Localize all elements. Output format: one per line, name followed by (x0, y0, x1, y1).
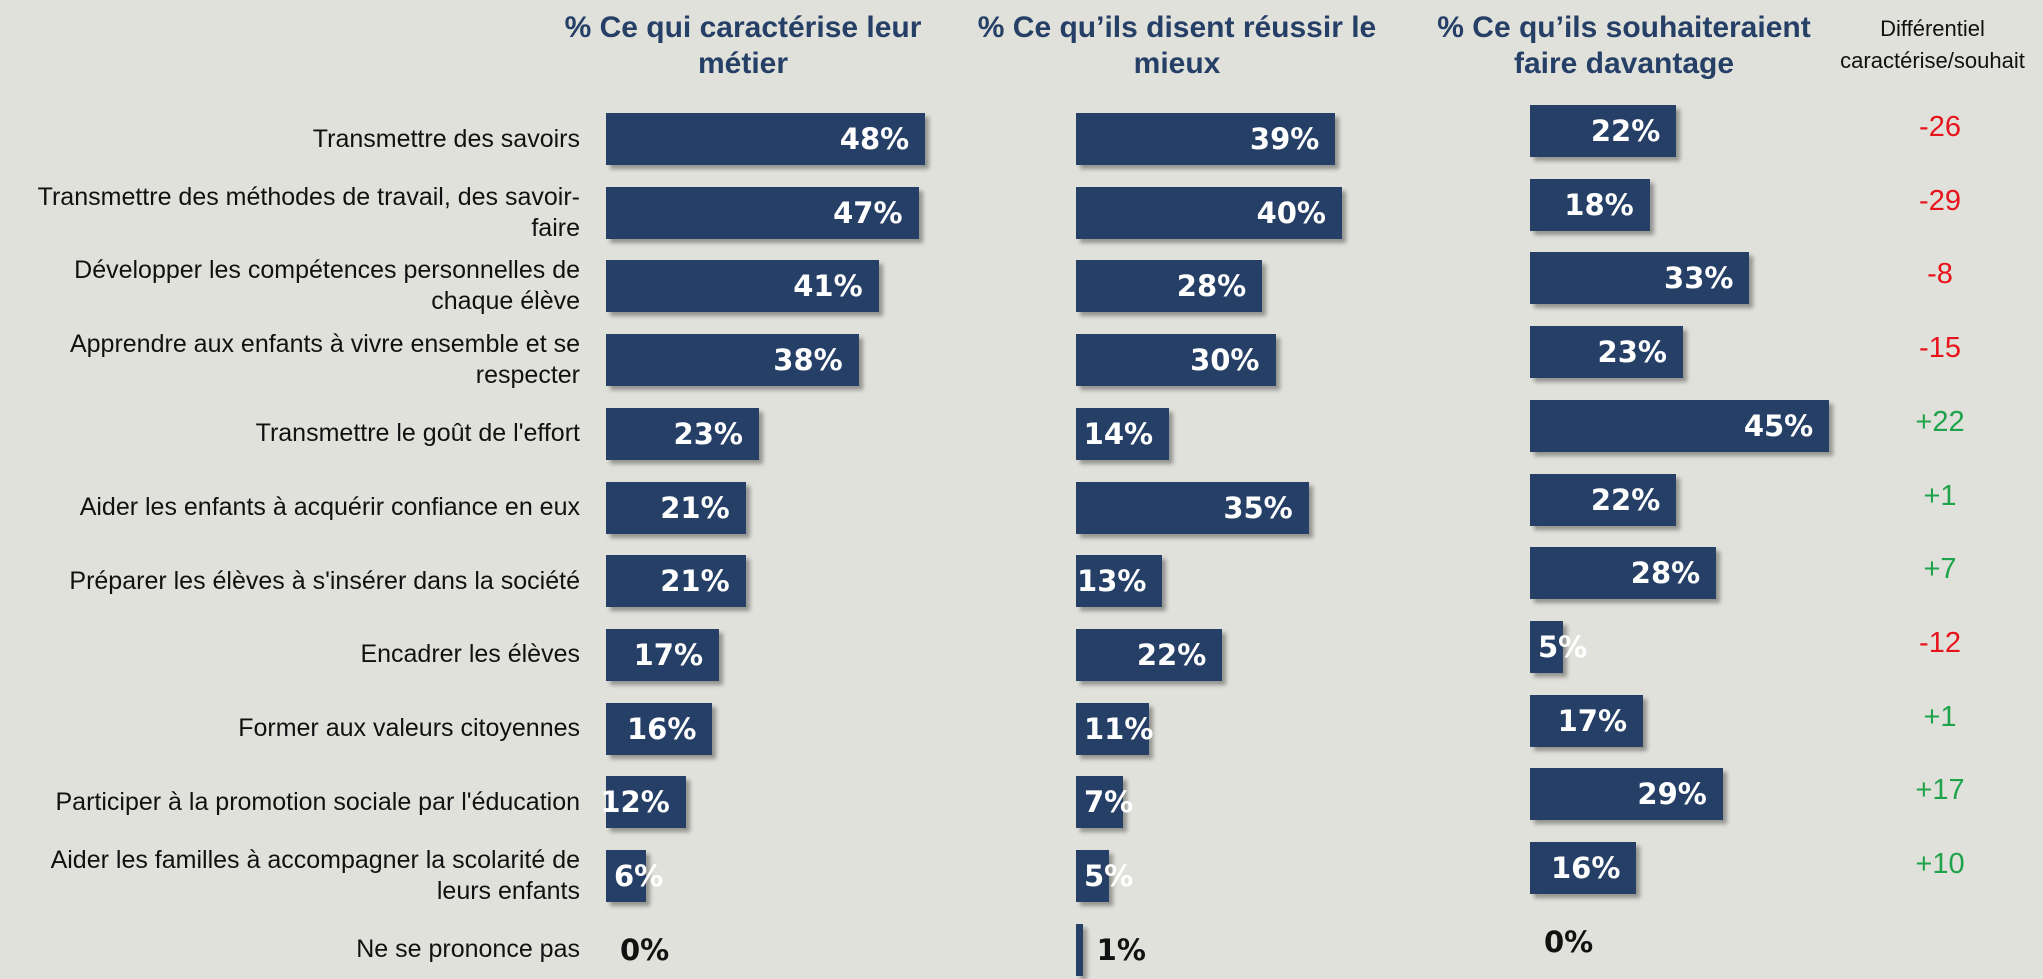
differential-title: Différentiel caractérise/souhait (1840, 16, 2025, 73)
bar (606, 850, 646, 902)
category-label: Former aux valeurs citoyennes (238, 714, 580, 743)
value-label: 0% (620, 932, 670, 967)
bar (1076, 628, 1223, 681)
bar (1076, 481, 1309, 534)
value-label: 28% (1630, 556, 1701, 591)
value-label: 11% (1084, 711, 1154, 746)
differential-value: -8 (1927, 258, 1953, 291)
bar (606, 628, 720, 681)
bar (606, 407, 759, 460)
category-label: Transmettre des savoirs (312, 124, 580, 153)
category-label: Encadrer les élèves (360, 640, 580, 669)
value-label: 12% (600, 785, 670, 820)
value-label: 29% (1637, 777, 1707, 812)
bar (1076, 923, 1083, 976)
differential-value: -29 (1919, 184, 1961, 217)
value-label: 30% (1190, 343, 1260, 378)
bar (1076, 113, 1336, 165)
panel-title: % Ce qu’ils souhaiteraient faire davanta… (1437, 11, 1811, 80)
value-label: 13% (1077, 564, 1147, 599)
category-label: Transmettre des méthodes de travail, des… (37, 182, 580, 242)
bar (1530, 473, 1677, 526)
value-label: 21% (660, 564, 730, 599)
bar (606, 776, 686, 829)
bar (1530, 399, 1830, 452)
bar (1076, 776, 1123, 829)
value-label: 0% (1544, 924, 1594, 959)
bar (1076, 186, 1342, 239)
value-label: 5% (1084, 859, 1134, 893)
value-label: 33% (1664, 261, 1734, 296)
value-label: 48% (839, 122, 910, 156)
bar (1530, 620, 1564, 673)
value-label: 16% (1550, 851, 1621, 885)
bar (1076, 407, 1170, 460)
bar (606, 481, 746, 534)
differential-value: -15 (1919, 332, 1961, 365)
value-label: 5% (1538, 629, 1588, 664)
value-label: 6% (614, 859, 664, 893)
category-label: Développer les compétences personnelles … (74, 256, 580, 316)
bar (1076, 334, 1276, 387)
category-label: Ne se prononce pas (356, 935, 580, 964)
value-label: 39% (1249, 122, 1320, 156)
bar (1530, 252, 1750, 305)
bar (1076, 555, 1163, 608)
bar (1530, 842, 1637, 894)
category-label: Apprendre aux enfants à vivre ensemble e… (69, 330, 580, 390)
value-label: 23% (673, 416, 743, 451)
value-label: 41% (793, 269, 863, 304)
bar (606, 186, 919, 239)
value-label: 1% (1096, 932, 1146, 967)
value-label: 38% (773, 343, 843, 378)
bar (1530, 694, 1644, 747)
bar (606, 260, 879, 313)
value-label: 16% (626, 711, 697, 746)
bar (606, 113, 926, 165)
value-label: 22% (1136, 637, 1207, 672)
differential-value: +1 (1923, 479, 1957, 512)
bar (1530, 326, 1683, 379)
bar (1530, 768, 1723, 821)
value-label: 17% (633, 637, 704, 672)
category-label: Participer à la promotion sociale par l'… (55, 787, 581, 816)
bar (1530, 547, 1717, 600)
category-label: Transmettre le goût de l'effort (255, 419, 580, 448)
value-label: 7% (1084, 785, 1134, 820)
differential-value: +7 (1923, 553, 1957, 586)
value-label: 14% (1083, 416, 1154, 451)
bar (1530, 178, 1650, 231)
value-label: 21% (660, 490, 730, 525)
value-label: 45% (1743, 408, 1814, 443)
bar (606, 555, 746, 608)
value-label: 18% (1564, 187, 1634, 222)
differential-value: +1 (1923, 700, 1957, 733)
bar (1076, 260, 1263, 313)
bar (1076, 850, 1110, 902)
category-label: Préparer les élèves à s'insérer dans la … (69, 566, 580, 595)
differential-value: +17 (1915, 774, 1965, 807)
differential-value: -26 (1919, 111, 1961, 143)
value-label: 47% (833, 195, 903, 230)
differential-value: +22 (1915, 405, 1965, 438)
value-label: 22% (1590, 114, 1661, 148)
value-label: 35% (1223, 490, 1293, 525)
value-label: 22% (1590, 482, 1661, 517)
bar (606, 334, 859, 387)
panel-title: % Ce qui caractérise leur métier (564, 11, 922, 80)
value-label: 17% (1557, 703, 1628, 738)
value-label: 40% (1256, 195, 1326, 230)
category-label: Aider les enfants à acquérir confiance e… (79, 493, 580, 521)
bar (606, 702, 713, 755)
differential-value: +10 (1915, 848, 1965, 880)
bar (1076, 702, 1150, 755)
differential-value: -12 (1919, 626, 1961, 659)
category-label: Aider les familles à accompagner la scol… (50, 846, 580, 905)
panel-title: % Ce qu’ils disent réussir le mieux (977, 11, 1377, 80)
value-label: 23% (1597, 335, 1667, 370)
bar (1530, 105, 1677, 157)
value-label: 28% (1176, 269, 1247, 304)
